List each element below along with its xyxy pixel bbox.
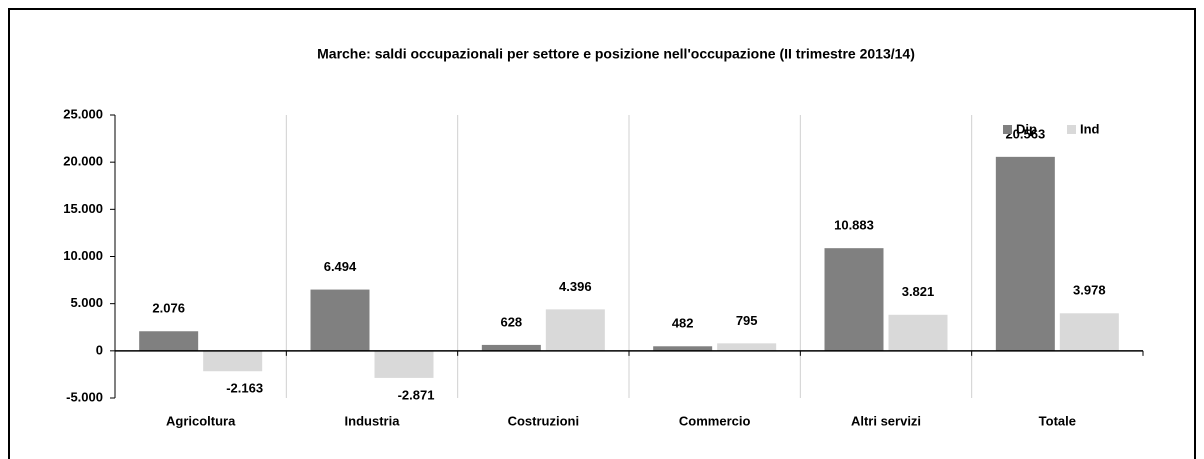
data-label: 482 <box>672 316 694 331</box>
data-label: 20.563 <box>1005 126 1045 141</box>
y-tick-label: 5.000 <box>70 295 103 310</box>
x-tick-label: Industria <box>345 413 401 428</box>
data-label: 628 <box>500 314 522 329</box>
data-label: 3.821 <box>902 284 935 299</box>
legend-swatch <box>1003 125 1012 134</box>
y-tick-label: -5.000 <box>66 389 103 404</box>
data-label: -2.871 <box>398 387 435 402</box>
bar <box>888 314 948 351</box>
x-tick-label: Costruzioni <box>508 413 580 428</box>
y-tick-label: 20.000 <box>63 154 103 169</box>
data-label: 2.076 <box>152 301 185 316</box>
data-label: -2.163 <box>226 381 263 396</box>
bar <box>481 344 541 351</box>
data-label: 3.978 <box>1073 283 1106 298</box>
x-tick-label: Agricoltura <box>166 413 236 428</box>
y-tick-label: 25.000 <box>63 106 103 121</box>
bar <box>824 248 884 351</box>
y-tick-label: 15.000 <box>63 201 103 216</box>
bar <box>139 331 199 351</box>
bar <box>310 289 370 351</box>
bar <box>545 309 605 351</box>
bar <box>374 350 434 378</box>
x-tick-label: Altri servizi <box>851 413 921 428</box>
bar <box>653 346 713 351</box>
bar <box>995 156 1055 351</box>
y-tick-label: 0 <box>96 342 103 357</box>
legend-swatch <box>1067 125 1076 134</box>
x-tick-label: Totale <box>1039 413 1076 428</box>
data-label: 6.494 <box>324 259 357 274</box>
legend-label: Dip <box>1016 121 1037 136</box>
legend-label: Ind <box>1080 121 1100 136</box>
data-label: 10.883 <box>834 218 874 233</box>
data-label: 4.396 <box>559 279 592 294</box>
bar <box>717 343 777 351</box>
data-label: 795 <box>736 313 758 328</box>
bar <box>203 350 263 372</box>
chart-title: Marche: saldi occupazionali per settore … <box>317 46 915 62</box>
x-tick-label: Commercio <box>679 413 751 428</box>
bar <box>1059 313 1119 351</box>
y-tick-label: 10.000 <box>63 248 103 263</box>
